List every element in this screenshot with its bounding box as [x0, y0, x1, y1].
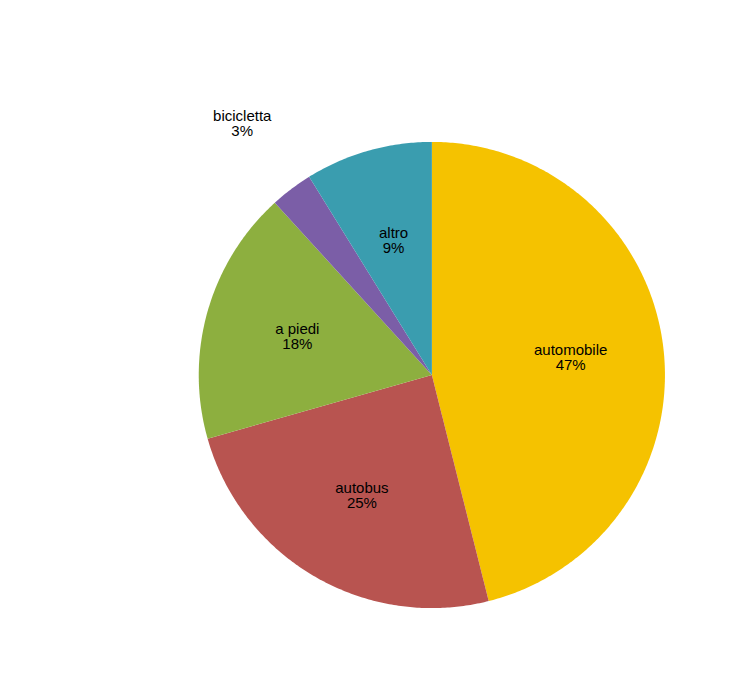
- svg-text:automobile47%: automobile47%: [534, 341, 607, 373]
- svg-text:a piedi18%: a piedi18%: [275, 320, 319, 352]
- svg-text:autobus25%: autobus25%: [335, 479, 388, 511]
- svg-text:altro9%: altro9%: [379, 224, 408, 256]
- svg-text:bicicletta3%: bicicletta3%: [213, 107, 272, 139]
